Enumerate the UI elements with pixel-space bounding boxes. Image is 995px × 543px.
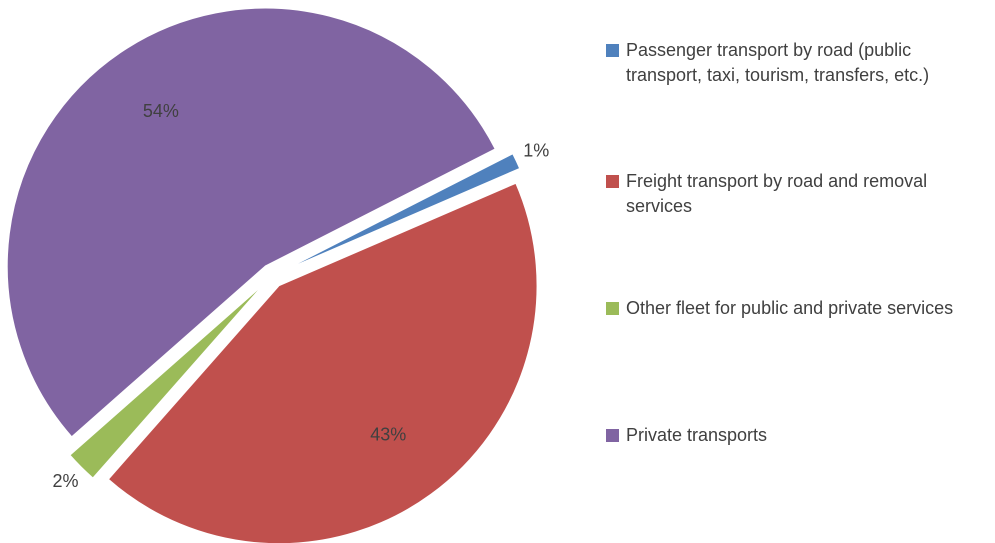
data-label: 2% [53, 471, 79, 491]
data-label: 54% [143, 101, 179, 121]
pie-slice [69, 284, 264, 479]
legend-item: Other fleet for public and private servi… [606, 296, 991, 321]
pie-slice [6, 7, 496, 438]
legend-label: Private transports [626, 425, 768, 445]
pie-slice [107, 182, 538, 543]
legend-item: Freight transport by road and removal se… [606, 169, 991, 219]
data-label: 1% [523, 140, 549, 160]
data-label: 43% [370, 425, 406, 445]
legend-label: Freight transport by road and removal se… [626, 171, 928, 216]
pie-slice [282, 153, 521, 272]
legend-label: Passenger transport by road (public tran… [626, 40, 930, 85]
legend-item: Passenger transport by road (public tran… [606, 38, 991, 88]
legend-swatch [606, 429, 619, 442]
legend-swatch [606, 44, 619, 57]
chart: 1% 43% 2% 54% [6, 7, 549, 543]
legend-swatch [606, 175, 619, 188]
legend-item: Private transports [606, 423, 991, 448]
legend-swatch [606, 302, 619, 315]
legend-label: Other fleet for public and private servi… [626, 298, 954, 318]
